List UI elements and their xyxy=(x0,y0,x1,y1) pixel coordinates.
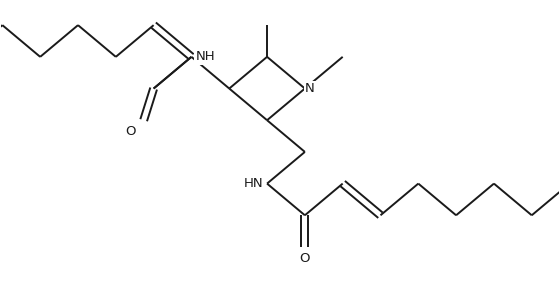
Text: O: O xyxy=(300,252,310,265)
Text: N: N xyxy=(305,82,315,95)
Text: NH: NH xyxy=(195,50,215,63)
Text: O: O xyxy=(125,125,136,138)
Text: HN: HN xyxy=(244,177,263,190)
